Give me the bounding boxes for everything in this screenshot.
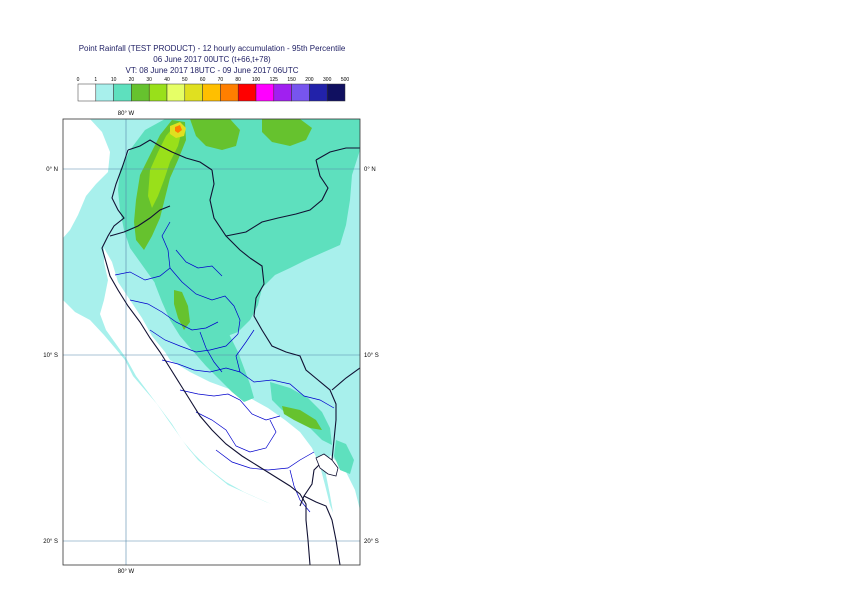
- dry-land-highlands: [170, 360, 352, 565]
- legend-threshold-label: 125: [270, 77, 279, 83]
- legend-threshold-label: 70: [218, 77, 224, 83]
- admin-border-1: [114, 221, 171, 281]
- lat-label-right-20s: 20° S: [364, 539, 379, 545]
- lat-label-right-0n: 0° N: [364, 167, 376, 173]
- admin-border-3: [129, 299, 219, 331]
- admin-border-13: [175, 249, 223, 277]
- dry-ocean-west: [63, 300, 308, 565]
- legend-threshold-label: 80: [235, 77, 241, 83]
- admin-border-8: [215, 449, 315, 471]
- border-venezuela: [225, 159, 329, 237]
- admin-border-4: [149, 329, 239, 353]
- legend-threshold-label: 10: [111, 77, 117, 83]
- forecast-base-time: 06 June 2017 00UTC (t+66,t+78): [153, 55, 271, 64]
- lon-label-bottom: 80° W: [118, 569, 135, 575]
- admin-border-10: [235, 329, 255, 373]
- coastline: [101, 149, 311, 565]
- border-peru-brazil: [249, 257, 337, 461]
- admin-border-7: [195, 411, 277, 453]
- admin-border-5: [161, 359, 273, 383]
- legend-threshold-label: 150: [287, 77, 296, 83]
- legend-threshold-label: 1: [94, 77, 97, 83]
- admin-border-11: [289, 469, 311, 513]
- moderate-rain-east: [334, 440, 354, 474]
- admin-border-6: [179, 389, 281, 421]
- admin-border-9: [271, 379, 335, 409]
- border-north: [315, 147, 360, 161]
- dry-ocean-northwest: [63, 119, 110, 238]
- very-heavy-rain-andes: [148, 124, 182, 208]
- legend-threshold-label: 20: [129, 77, 135, 83]
- heavy-rain-south-strip: [282, 406, 322, 430]
- dry-land-south: [326, 455, 360, 565]
- lat-label-left-0n: 0° N: [46, 167, 58, 173]
- color-legend: 0 1 10 20 30 40 50 60 70 80 100 125 150 200 300 500: [77, 77, 350, 102]
- legend-threshold-label: 300: [323, 77, 332, 83]
- dry-land-coast: [100, 248, 345, 565]
- legend-threshold-label: 100: [252, 77, 261, 83]
- legend-threshold-label: 500: [341, 77, 350, 83]
- lat-label-right-10s: 10° S: [364, 353, 379, 359]
- border-colombia-brazil: [209, 169, 251, 259]
- heavy-rain-central-strip: [174, 290, 190, 330]
- legend-threshold-label: 0: [77, 77, 80, 83]
- lat-label-left-20s: 20° S: [43, 539, 58, 545]
- lake-titicaca: [315, 453, 339, 477]
- map-frame: [62, 118, 361, 566]
- validity-time: VT: 08 June 2017 18UTC - 09 June 2017 06…: [125, 66, 299, 75]
- lon-label-top: 80° W: [118, 111, 135, 117]
- heavy-rain-ne: [262, 119, 312, 146]
- admin-borders: [114, 221, 335, 513]
- legend-threshold-label: 50: [182, 77, 188, 83]
- legend-threshold-label: 200: [305, 77, 314, 83]
- border-colombia-ecuador: [127, 139, 213, 171]
- heavy-rain-colombia: [190, 119, 240, 150]
- border-bolivia-brazil: [331, 367, 360, 391]
- lat-label-left-10s: 10° S: [43, 353, 58, 359]
- legend-threshold-label: 30: [146, 77, 152, 83]
- admin-border-2: [169, 267, 241, 335]
- national-borders: [101, 139, 360, 565]
- graticule: [63, 119, 360, 565]
- legend-swatch: [326, 83, 346, 102]
- peak-rain-cell: [175, 125, 182, 133]
- border-bolivia-chile: [303, 495, 341, 565]
- border-ecuador-peru: [109, 205, 171, 237]
- legend-threshold-label: 40: [164, 77, 170, 83]
- admin-border-12: [199, 331, 223, 373]
- map-title: Point Rainfall (TEST PRODUCT) - 12 hourl…: [78, 44, 346, 53]
- legend-threshold-label: 60: [200, 77, 206, 83]
